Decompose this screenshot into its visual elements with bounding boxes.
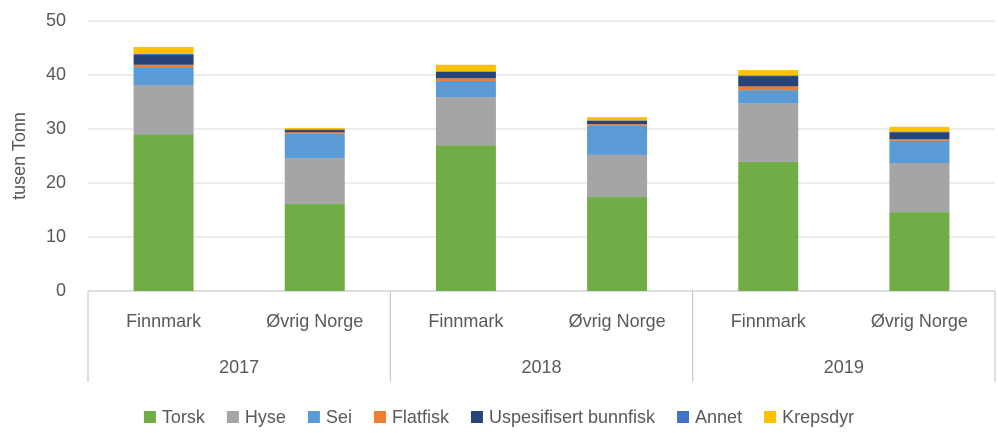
bar-segment [889,139,950,141]
legend-swatch [470,411,483,423]
bar-segment [738,70,799,76]
legend-label: Annet [695,407,742,427]
bar-segment [133,53,194,56]
y-tick-label: 30 [46,118,66,138]
bar-segment [284,130,345,133]
bar-segment [889,140,950,164]
bar-segment [587,117,648,121]
bar-segment [587,120,648,125]
legend-swatch [143,411,156,423]
bar-segment [738,90,799,104]
y-tick-label: 10 [46,226,66,246]
bar-segment [435,78,496,81]
bar-segment [889,132,950,140]
legend-label: Krepsdyr [782,407,854,427]
bar-segment [889,126,950,132]
y-axis-title: tusen Tonn [9,112,29,200]
bar-segment [587,197,648,291]
legend-label: Hyse [245,407,286,427]
legend-swatch [226,411,239,423]
bar-segment [738,75,799,77]
bar-segment [435,80,496,98]
bar-segment [133,46,194,54]
bar-segment [133,67,194,86]
bar-segment [284,158,345,205]
bar-segment [889,131,950,133]
bar-segment [133,55,194,65]
bar-segment [738,161,799,291]
x-tick-label: Finnmark [731,311,807,331]
legend-label: Torsk [162,407,206,427]
bar-segment [738,103,799,162]
group-label: 2018 [521,357,561,377]
y-tick-label: 40 [46,64,66,84]
group-label: 2017 [219,357,259,377]
group-label: 2019 [824,357,864,377]
bar-segment [284,204,345,291]
bar-segment [587,125,648,155]
bar-segment [435,97,496,146]
bar-segment [738,86,799,91]
bar-segment [435,145,496,291]
x-tick-label: Øvrig Norge [871,311,968,331]
legend-swatch [764,411,777,423]
bar-segment [435,64,496,72]
legend-swatch [373,411,386,423]
y-tick-label: 20 [46,172,66,192]
bar-segment [587,154,648,198]
bar-segment [133,64,194,68]
bar-segment [587,120,648,121]
legend-label: Sei [326,407,352,427]
y-tick-label: 0 [56,280,66,300]
legend-swatch [677,411,690,423]
bar-segment [133,85,194,135]
bar-segment [284,127,345,130]
bar-segment [284,132,345,134]
bar-segment [435,71,496,79]
x-tick-label: Øvrig Norge [266,311,363,331]
legend-label: Flatfisk [392,407,450,427]
bar-segment [133,134,194,291]
bar-segment [435,71,496,72]
legend-swatch [307,411,320,423]
legend-label: Uspesifisert bunnfisk [489,407,656,427]
bar-segment [889,212,950,291]
x-tick-label: Finnmark [126,311,202,331]
x-tick-label: Finnmark [428,311,504,331]
y-tick-label: 50 [46,10,66,30]
x-tick-label: Øvrig Norge [569,311,666,331]
bar-segment [284,129,345,131]
bar-segment [738,76,799,87]
bar-segment [889,163,950,213]
bar-segment [284,133,345,159]
bar-segment [587,124,648,126]
